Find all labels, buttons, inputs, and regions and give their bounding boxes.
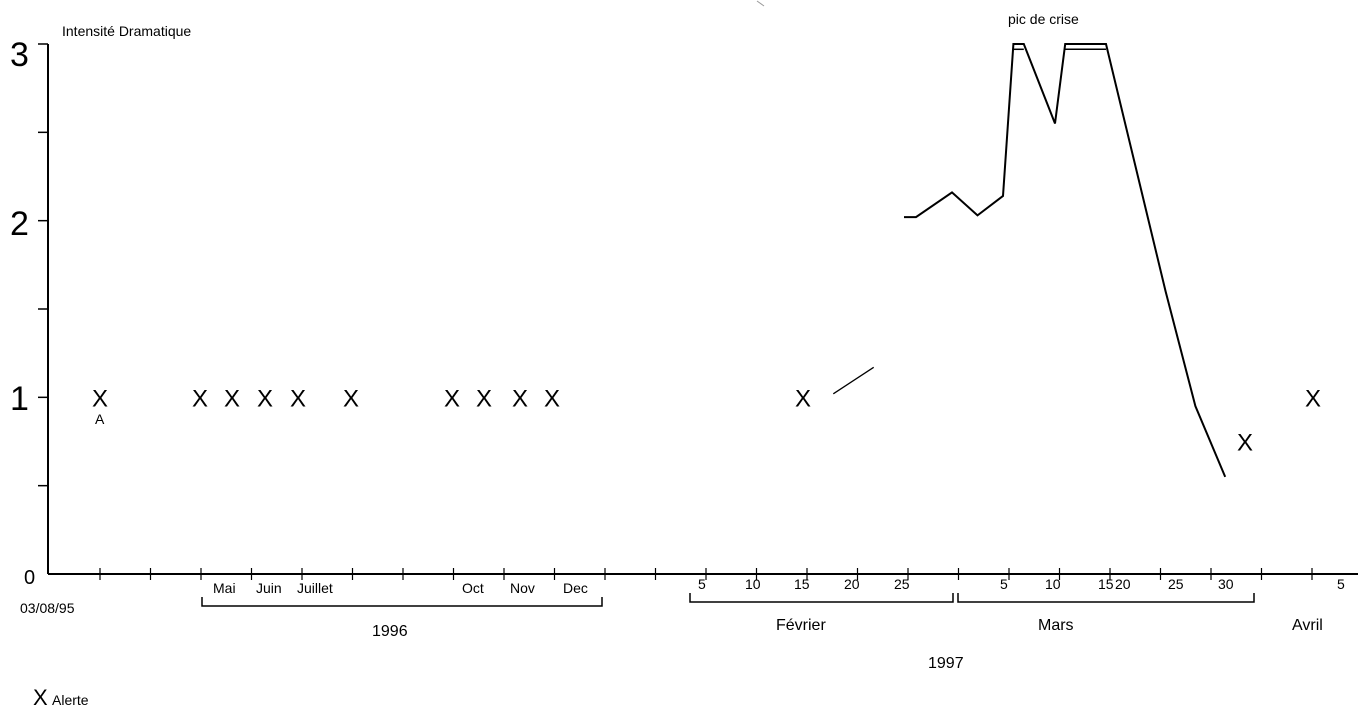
alert-marker: X bbox=[257, 385, 273, 412]
feb-day-label: 20 bbox=[844, 576, 860, 592]
alert-marker: X bbox=[92, 385, 108, 412]
february-label: Février bbox=[776, 617, 826, 634]
month-label: Juin bbox=[256, 580, 282, 596]
alert-marker: X bbox=[1237, 430, 1253, 457]
april-label: Avril bbox=[1292, 617, 1323, 634]
month-label: Nov bbox=[510, 580, 535, 596]
month-label: Juillet bbox=[297, 580, 333, 596]
apr-day-label: 5 bbox=[1337, 576, 1345, 592]
y-tick-label-0: 0 bbox=[24, 567, 35, 589]
legend-label: Alerte bbox=[52, 692, 89, 708]
alert-marker: X bbox=[476, 385, 492, 412]
series-segment bbox=[832, 366, 875, 395]
mar-day-label: 25 bbox=[1168, 576, 1184, 592]
month-label: Mai bbox=[213, 580, 236, 596]
mar-day-label: 30 bbox=[1218, 576, 1234, 592]
bracket-march bbox=[957, 593, 1255, 603]
alert-marker: X bbox=[544, 385, 560, 412]
alert-marker: X bbox=[224, 385, 240, 412]
feb-day-label: 5 bbox=[698, 576, 706, 592]
alert-letter-a: A bbox=[95, 411, 105, 427]
march-label: Mars bbox=[1038, 617, 1074, 634]
mar-day-label: 20 bbox=[1115, 576, 1131, 592]
feb-day-label: 15 bbox=[794, 576, 810, 592]
alert-marker: X bbox=[192, 385, 208, 412]
mar-day-label: 10 bbox=[1045, 576, 1061, 592]
month-label: Dec bbox=[563, 580, 588, 596]
intensity-series bbox=[832, 43, 1227, 478]
series-line bbox=[904, 43, 1227, 478]
peak-annotation: pic de crise bbox=[1008, 11, 1079, 27]
alert-marker: X bbox=[1305, 385, 1321, 412]
y-ticks bbox=[38, 43, 48, 487]
y-axis-label: Intensité Dramatique bbox=[62, 23, 191, 39]
alert-marker: X bbox=[512, 385, 528, 412]
alert-marker: X bbox=[444, 385, 460, 412]
mar-day-label: 5 bbox=[1000, 576, 1008, 592]
feb-day-label: 10 bbox=[745, 576, 761, 592]
alert-marker: X bbox=[290, 385, 306, 412]
legend-marker: X bbox=[33, 685, 48, 710]
y-tick-label-3: 3 bbox=[10, 36, 29, 74]
bracket-february bbox=[689, 593, 954, 603]
feb-day-label: 25 bbox=[894, 576, 910, 592]
start-date-label: 03/08/95 bbox=[20, 600, 75, 616]
year-1997-label: 1997 bbox=[928, 655, 964, 672]
alert-marker: X bbox=[343, 385, 359, 412]
bracket-1996 bbox=[201, 597, 603, 607]
mar-day-label: 15 bbox=[1098, 576, 1114, 592]
year-1996-label: 1996 bbox=[372, 623, 408, 640]
month-label: Oct bbox=[462, 580, 484, 596]
alert-markers: X X X X X X X X X X XXX bbox=[92, 385, 1321, 456]
alert-marker: X bbox=[795, 385, 811, 412]
x-ticks bbox=[99, 568, 1313, 580]
y-tick-label-1: 1 bbox=[10, 380, 29, 418]
y-tick-label-2: 2 bbox=[10, 205, 29, 243]
scan-mark bbox=[756, 0, 765, 7]
